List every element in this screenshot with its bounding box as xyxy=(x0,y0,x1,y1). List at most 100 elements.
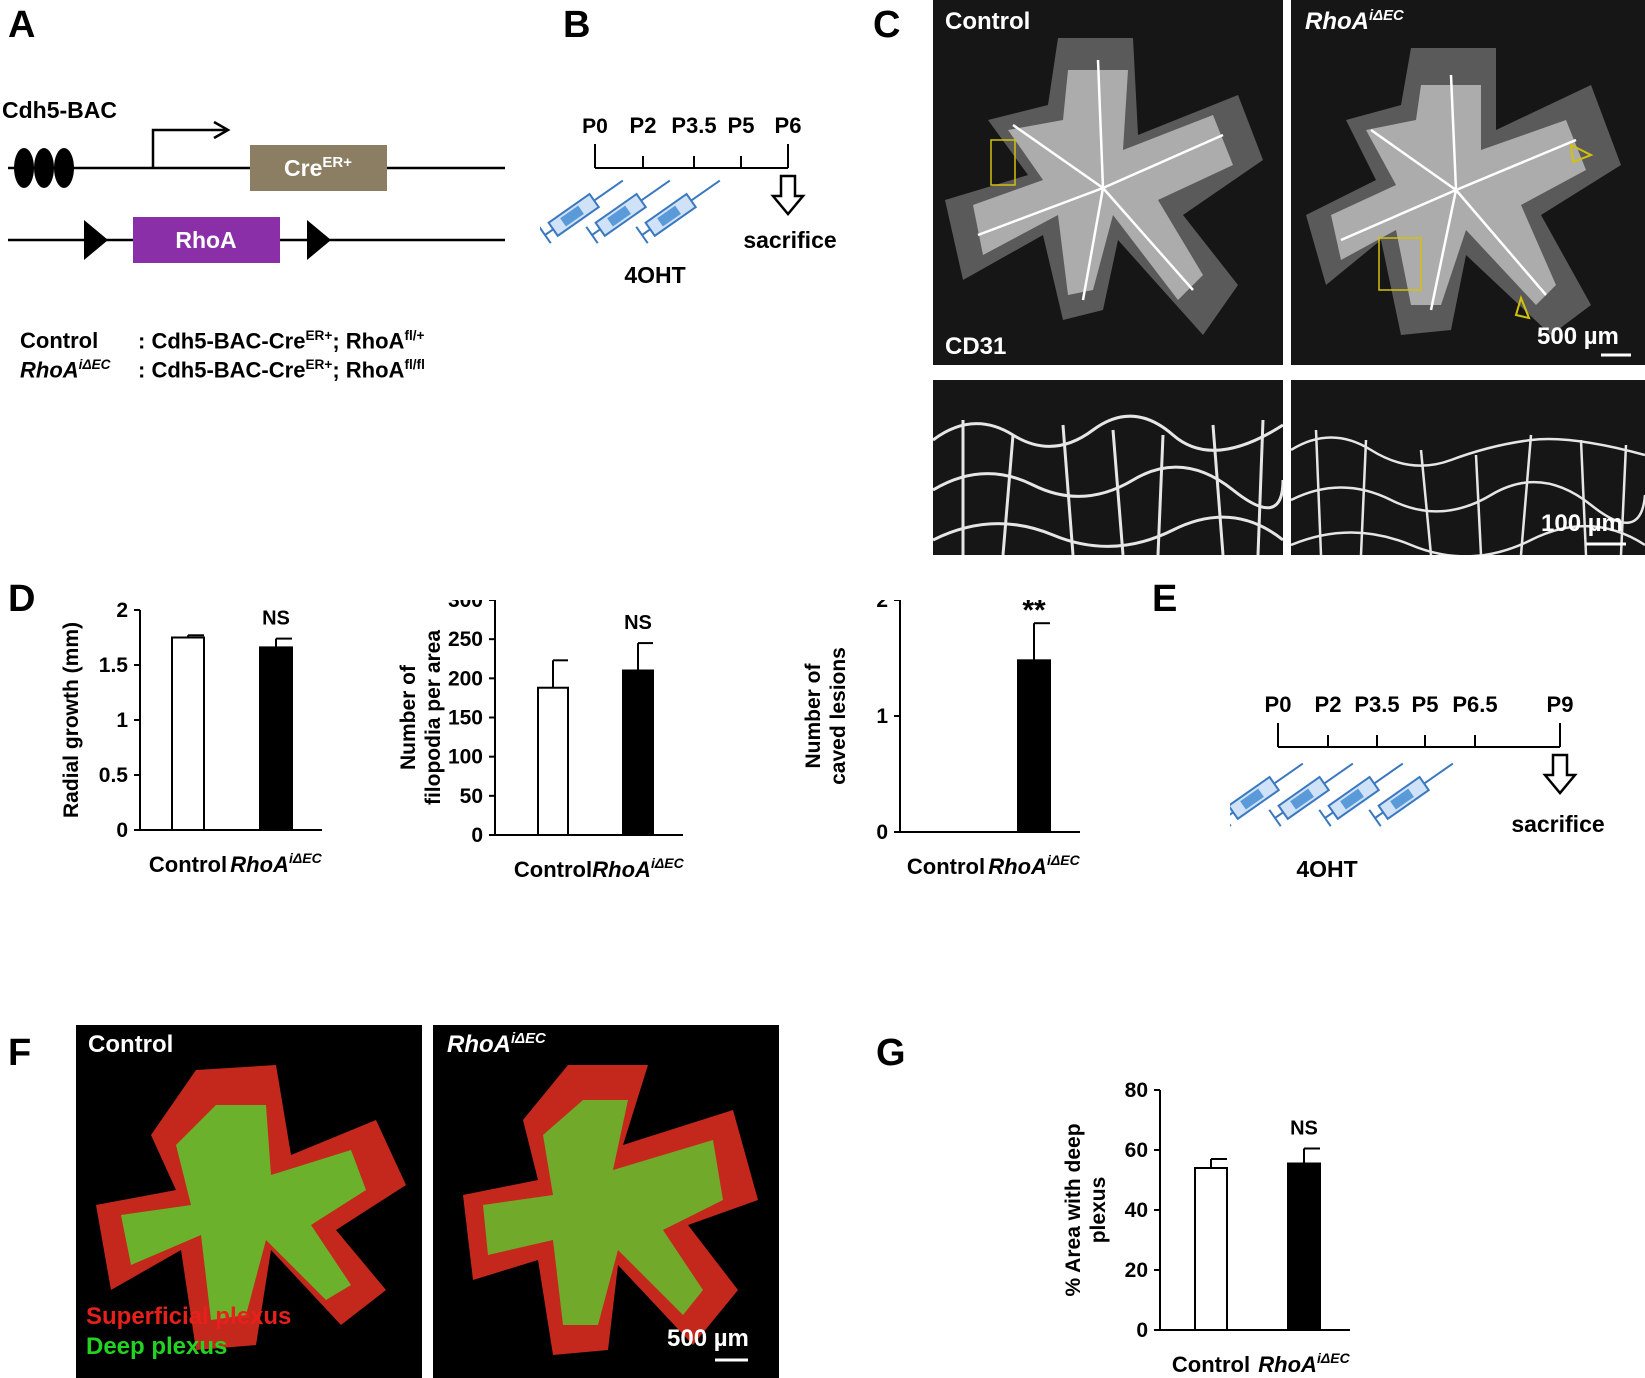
y-tick-label: 200 xyxy=(448,667,483,690)
rhoa-label: RhoA xyxy=(175,227,236,253)
significance-annotation: ** xyxy=(1022,600,1046,627)
retina-control-plexus: Control Superficial plexus Deep plexus xyxy=(76,1025,422,1378)
timepoint-p6-5: P6.5 xyxy=(1452,692,1497,717)
bar-control xyxy=(1194,1167,1228,1331)
retina-mutant-zoom: 100 µm xyxy=(1291,380,1645,555)
scale-100-label: 100 µm xyxy=(1541,510,1623,537)
y-tick-label: 0.5 xyxy=(99,764,129,787)
y-axis-label-line2: filopodia per area xyxy=(422,630,445,805)
y-tick-label: 1.5 xyxy=(99,654,129,677)
panel-d-label: D xyxy=(8,578,36,620)
regulatory-element-3 xyxy=(54,148,74,188)
category-label-control: Control xyxy=(1172,1352,1250,1377)
syringe-icon xyxy=(1318,762,1404,827)
cdh5-bac-label: Cdh5-BAC xyxy=(2,97,117,123)
lesion-arrowhead-icon xyxy=(1514,294,1531,320)
stain-label: CD31 xyxy=(945,333,1007,360)
y-axis-label: Radial growth (mm) xyxy=(60,622,83,818)
category-label-control: Control xyxy=(149,852,227,877)
control-plexus-image xyxy=(96,1065,406,1350)
y-axis-label-line1: Number of xyxy=(802,662,825,768)
y-tick-label: 2 xyxy=(876,600,888,612)
chart-radial-growth: 0 0.5 1 1.5 2 Radial growth (mm) NS Control RhoA… xyxy=(60,600,323,877)
panel-b-timeline: P0 P2 P3.5 P5 P6 sacrifice 4OHT xyxy=(540,113,837,288)
y-tick-label: 0 xyxy=(1136,1319,1148,1342)
regulatory-element-2 xyxy=(34,148,54,188)
y-tick-label: 60 xyxy=(1125,1139,1148,1162)
chart-caved-lesions: 0 1 2 Number of caved lesions ** Control RhoAiΔ… xyxy=(802,600,1081,879)
y-axis-label-line1: Number of xyxy=(397,664,420,770)
panel-e-label: E xyxy=(1152,578,1178,620)
retina-control-cd31: Control CD31 xyxy=(933,0,1283,365)
significance-annotation: NS xyxy=(262,608,290,630)
category-label-mutant: RhoAiΔEC xyxy=(988,852,1080,879)
control-zoom-network xyxy=(933,414,1283,555)
scale-500-label: 500 µm xyxy=(667,1325,749,1352)
timepoint-p5: P5 xyxy=(1412,692,1439,717)
legend-superficial: Superficial plexus xyxy=(86,1303,292,1330)
timepoint-p0: P0 xyxy=(582,115,608,138)
chart-filopodia: 0 50 100 150 200 250 300 Number of filopodia per… xyxy=(397,600,685,882)
legend-deep: Deep plexus xyxy=(86,1333,228,1360)
cre-label: Cre xyxy=(284,155,322,181)
sacrifice-arrow-icon xyxy=(1542,753,1578,795)
sacrifice-arrow-icon xyxy=(770,174,806,216)
y-tick-label: 1 xyxy=(876,705,888,728)
genotype-mutant-row: RhoAiΔEC: Cdh5-BAC-CreER+; RhoAfl/fl xyxy=(20,357,425,383)
y-axis-label-line1: % Area with deep xyxy=(1062,1123,1085,1296)
syringe-icon xyxy=(1368,762,1454,827)
sacrifice-label: sacrifice xyxy=(1511,811,1604,837)
category-label-mutant: RhoAiΔEC xyxy=(230,850,322,877)
timepoint-p9: P9 xyxy=(1547,692,1574,717)
significance-annotation: NS xyxy=(624,612,652,634)
retina-mutant-cd31: RhoAiΔEC 500 µm xyxy=(1291,0,1645,365)
syringe-icon xyxy=(1268,762,1354,827)
svg-text:CreER+: CreER+ xyxy=(284,154,352,181)
cre-sup: ER+ xyxy=(322,154,352,171)
lesion-arrowhead-icon xyxy=(1569,143,1594,164)
panel-g-label: G xyxy=(876,1032,906,1074)
y-tick-label: 0 xyxy=(116,819,128,842)
panel-a-label: A xyxy=(8,4,36,46)
bar-mutant xyxy=(1287,1162,1321,1331)
sacrifice-label: sacrifice xyxy=(743,227,836,253)
significance-annotation: NS xyxy=(1290,1118,1318,1140)
cre-box xyxy=(250,145,387,191)
retina-mutant-image xyxy=(1306,48,1631,357)
syringe-icon xyxy=(540,179,624,244)
bar-control xyxy=(171,636,205,831)
timepoint-p5: P5 xyxy=(728,113,755,138)
category-label-mutant: RhoAiΔEC xyxy=(592,855,684,882)
category-label-control: Control xyxy=(907,854,985,879)
y-tick-label: 1 xyxy=(116,709,128,732)
timepoint-p6: P6 xyxy=(775,113,802,138)
promoter-arrow xyxy=(151,128,225,168)
rhoa-box xyxy=(133,217,280,263)
y-tick-label: 300 xyxy=(448,600,483,612)
panel-a-construct-diagram: Cdh5-BAC CreER+ RhoA xyxy=(2,97,505,263)
y-axis-label-line2: plexus xyxy=(1087,1177,1110,1244)
retina-control-zoom xyxy=(933,380,1283,555)
panel-c-label: C xyxy=(873,4,901,46)
syringe-icon xyxy=(585,179,671,244)
panel-f-label: F xyxy=(8,1032,32,1074)
syringe-icon xyxy=(635,179,721,244)
y-tick-label: 50 xyxy=(460,785,483,808)
panel-e-timeline: P0 P2 P3.5 P5 P6.5 P9 sacrifice 4OHT xyxy=(1230,692,1605,882)
y-axis-label-line2: caved lesions xyxy=(827,647,850,785)
y-tick-label: 0 xyxy=(471,824,483,847)
genotype-control-row: Control: Cdh5-BAC-CreER+; RhoAfl/+ xyxy=(20,328,425,354)
loxp-site-1 xyxy=(84,220,108,260)
loxp-site-2 xyxy=(307,220,331,260)
y-tick-label: 250 xyxy=(448,628,483,651)
timepoint-p3-5: P3.5 xyxy=(1354,692,1399,717)
category-label-mutant: RhoAiΔEC xyxy=(1258,1350,1350,1377)
scale-500-label: 500 µm xyxy=(1537,323,1619,350)
retina-control-image xyxy=(945,38,1263,335)
y-tick-label: 150 xyxy=(448,707,483,730)
control-label: Control xyxy=(88,1031,174,1058)
y-tick-label: 2 xyxy=(116,600,128,622)
bar-control xyxy=(537,686,569,836)
drug-label: 4OHT xyxy=(624,262,685,288)
drug-label: 4OHT xyxy=(1296,856,1357,882)
